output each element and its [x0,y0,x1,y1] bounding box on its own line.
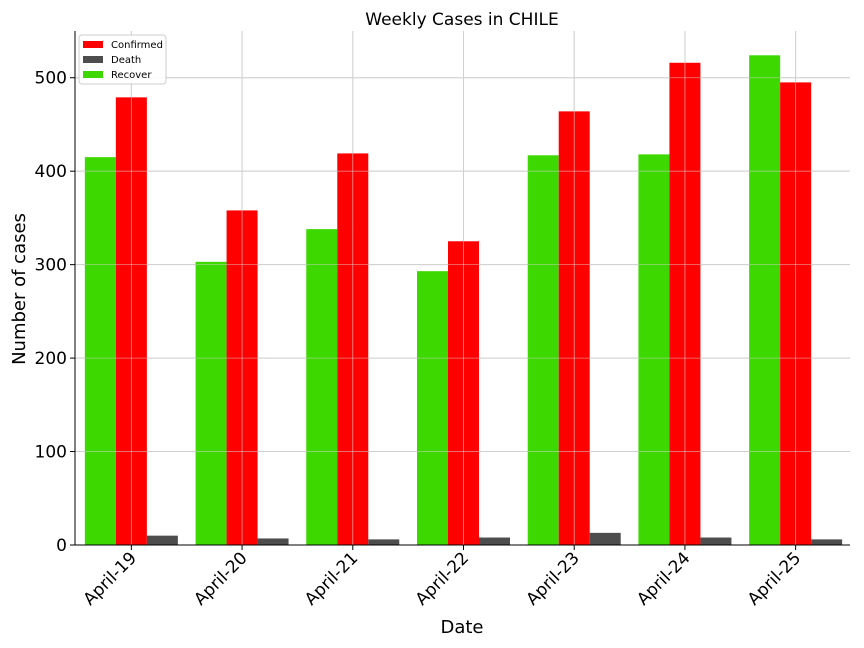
bar-death-april-19 [146,535,178,545]
x-tick-label: April-19 [80,548,141,609]
legend-label-confirmed: Confirmed [111,40,163,51]
bar-recover-april-20 [195,261,227,545]
x-tick-label: April-23 [522,548,583,609]
legend-label-death: Death [111,55,141,66]
bar-death-april-23 [589,532,621,545]
x-tick-label: April-20 [190,548,251,609]
axes [74,31,850,546]
bars [75,31,850,546]
bar-recover-april-24 [638,154,670,546]
legend: Confirmed Death Recover [78,34,167,85]
bar-death-april-25 [811,539,843,545]
bar-death-april-22 [479,537,510,545]
y-axis-title: Number of cases [9,213,30,365]
y-tick-label: 400 [35,162,67,182]
legend-label-recover: Recover [111,70,152,81]
bar-death-april-24 [700,537,732,545]
x-tick-label: April-24 [633,548,694,609]
x-axis-title: Date [440,617,483,638]
bar-death-april-20 [257,538,289,545]
x-tick-labels: April-19 April-20 April-21 April-22 April-23… [80,545,805,610]
bar-recover-april-19 [84,157,116,545]
bar-recover-april-22 [417,271,448,545]
legend-swatch-recover [83,71,103,78]
chart-title: Weekly Cases in CHILE [365,10,558,30]
y-tick-label: 100 [35,443,67,463]
bar-recover-april-23 [527,155,559,545]
y-tick-label: 500 [35,69,67,89]
legend-swatch-confirmed [83,41,103,48]
legend-swatch-death [83,56,103,63]
y-tick-label: 200 [35,349,67,369]
y-tick-label: 0 [56,536,67,556]
x-tick-label: April-25 [744,548,805,609]
y-tick-labels: 0 100 200 300 400 500 [35,69,75,556]
bar-recover-april-25 [749,55,781,545]
x-tick-label: April-22 [412,548,473,609]
y-tick-label: 300 [35,256,67,276]
bar-death-april-21 [368,539,400,545]
bar-recover-april-21 [306,229,338,545]
x-tick-label: April-21 [301,548,362,609]
